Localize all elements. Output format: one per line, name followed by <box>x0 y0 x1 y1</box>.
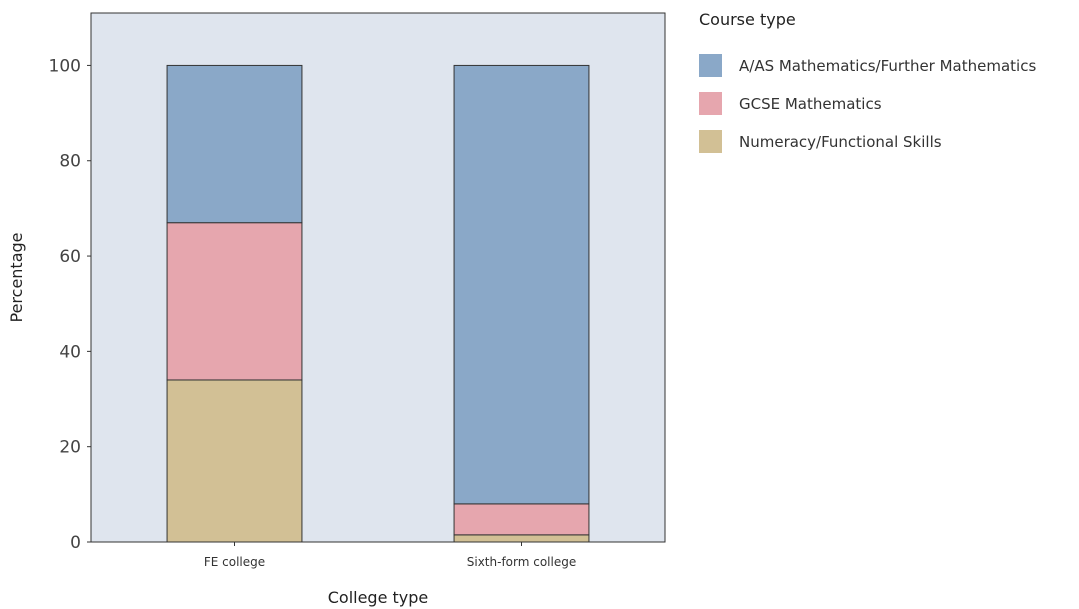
y-tick-label: 100 <box>49 56 81 76</box>
legend-title: Course type <box>699 10 796 29</box>
legend-label: GCSE Mathematics <box>739 95 882 113</box>
legend: Course type A/AS Mathematics/Further Mat… <box>699 10 1036 153</box>
bar-1-series-2 <box>166 222 303 381</box>
y-tick-label: 60 <box>59 247 81 267</box>
x-tick-label: Sixth-form college <box>467 555 576 569</box>
legend-swatch <box>699 54 722 77</box>
y-tick-label: 80 <box>59 152 81 172</box>
bar-2-series-3 <box>453 64 590 505</box>
bar-2-series-2 <box>453 503 590 536</box>
y-tick-label: 0 <box>70 533 81 553</box>
x-axis: FE college Sixth-form college <box>204 542 576 569</box>
bar-1-series-1 <box>166 379 303 543</box>
plot-panel-border <box>90 12 666 543</box>
legend-swatch <box>699 130 722 153</box>
legend-swatch <box>699 92 722 115</box>
bar-2-series-1 <box>453 534 590 543</box>
bar-1-series-3 <box>166 64 303 224</box>
legend-label: Numeracy/Functional Skills <box>739 133 942 151</box>
y-tick-label: 40 <box>59 342 81 362</box>
y-axis: 0 20 40 60 80 100 <box>49 56 91 553</box>
y-axis-title: Percentage <box>7 232 26 322</box>
bars-layer <box>166 64 590 543</box>
x-axis-title: College type <box>328 588 429 607</box>
legend-label: A/AS Mathematics/Further Mathematics <box>739 57 1036 75</box>
y-tick-label: 20 <box>59 438 81 458</box>
x-tick-label: FE college <box>204 555 265 569</box>
